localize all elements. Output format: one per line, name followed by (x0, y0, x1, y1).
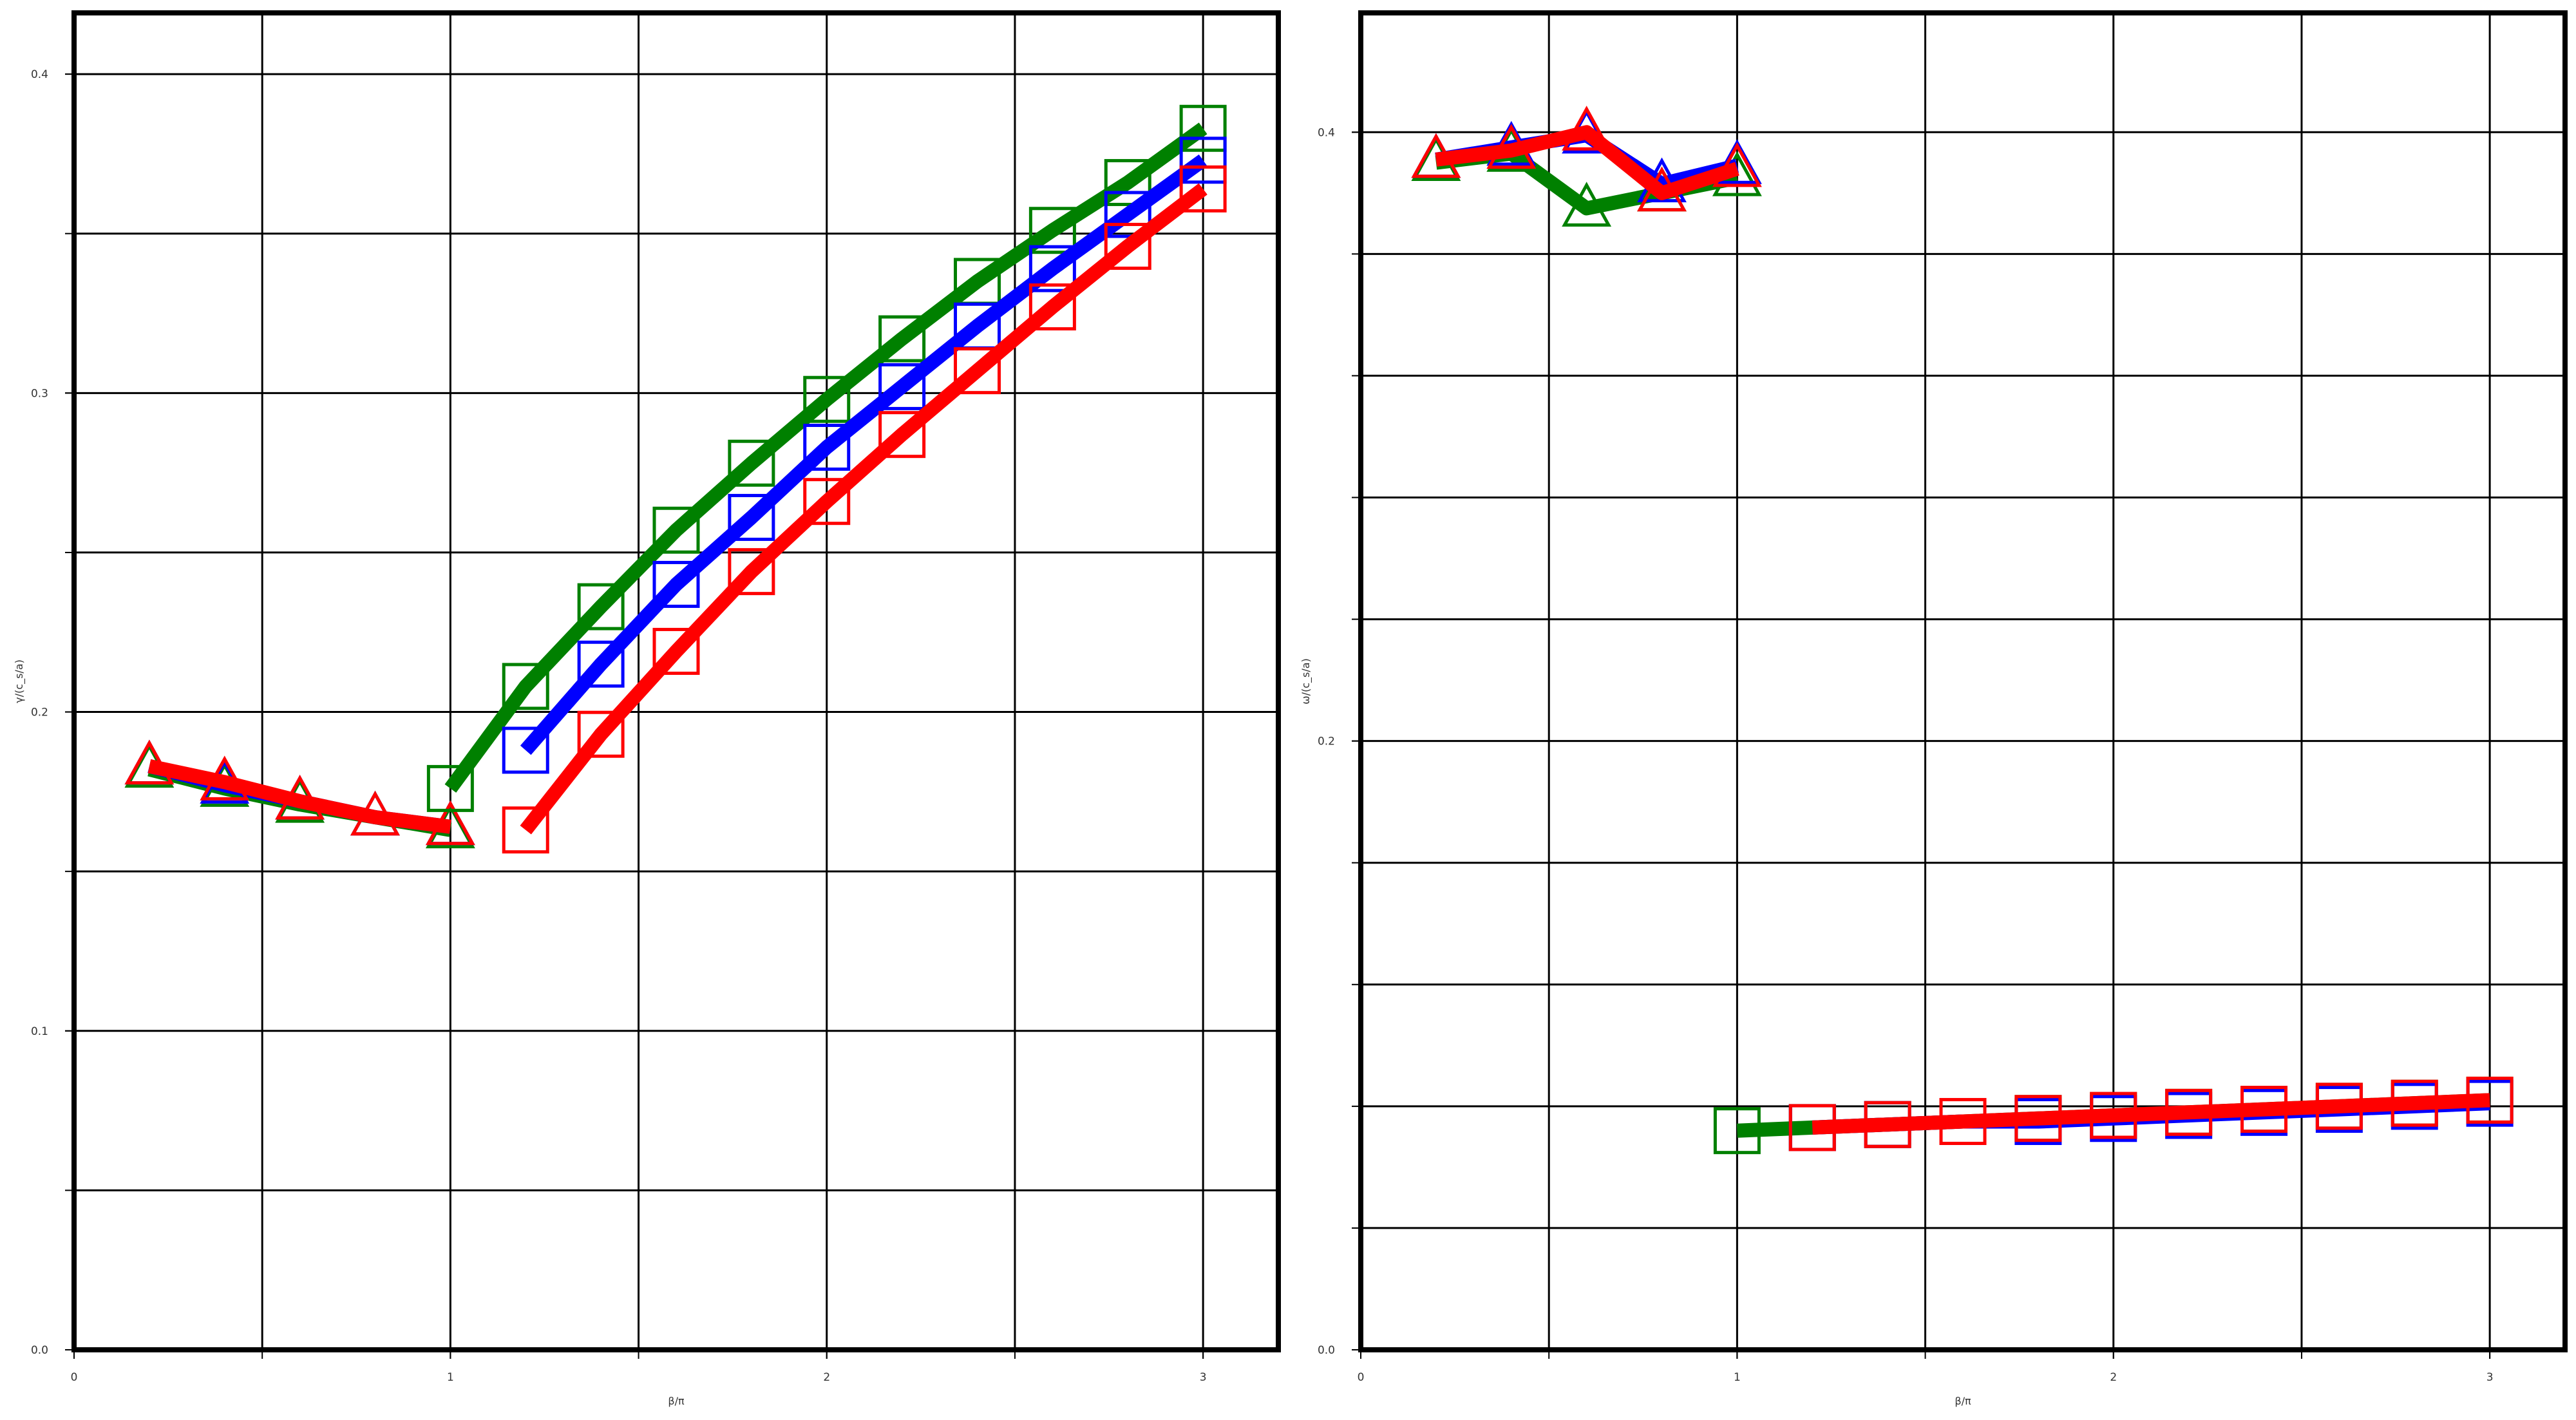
data-point-square (728, 493, 775, 541)
data-point-square (502, 806, 549, 854)
data-point-square (728, 439, 775, 487)
data-point-square (577, 640, 625, 688)
data-point-square (1179, 165, 1227, 213)
data-point-square (803, 478, 851, 525)
data-point-square (502, 726, 549, 774)
x-axis-label: β/π (668, 1395, 685, 1407)
data-point-square (2090, 1092, 2137, 1139)
data-point-square (803, 375, 851, 423)
y-tick-label: 0.0 (1318, 1344, 1335, 1357)
y-tick-label: 0.0 (31, 1344, 48, 1357)
data-point-square (577, 583, 625, 630)
data-point-square (502, 663, 549, 710)
right-axes-frame (1358, 10, 2568, 1352)
data-point-triangle (1712, 142, 1762, 187)
data-point-triangle (1637, 166, 1687, 212)
data-point-square (652, 627, 700, 675)
series-line-red (520, 183, 1208, 835)
data-point-triangle (1562, 182, 1612, 227)
left-ticks (65, 73, 1204, 1359)
data-point-square (1864, 1101, 1911, 1148)
data-point-square (1788, 1104, 1836, 1151)
x-tick-label: 3 (1200, 1371, 1207, 1384)
data-point-square (2240, 1086, 2287, 1133)
data-point-triangle (1562, 106, 1612, 151)
data-point-triangle (200, 755, 250, 800)
data-point-square (2315, 1083, 2363, 1130)
data-point-square (2165, 1088, 2213, 1136)
y-axis-label: γ/(c_s/a) (13, 659, 26, 703)
x-tick-label: 3 (2486, 1371, 2494, 1384)
x-tick-label: 2 (823, 1371, 830, 1384)
data-point-square (878, 363, 926, 410)
left-axes-frame (71, 10, 1281, 1352)
right-ticks (1352, 131, 2491, 1359)
series-line-red (1435, 125, 1739, 200)
data-point-square (1028, 207, 1076, 254)
data-point-square (1713, 1107, 1761, 1155)
data-point-triangle (124, 739, 175, 785)
right-grid (1361, 13, 2565, 1350)
left-plot-panel: 0 1 2 3 0.0 0.1 0.2 0.3 0.4 β/π γ/(c_s/a) (13, 10, 1281, 1407)
data-point-square (652, 506, 700, 554)
data-point-square (1939, 1097, 1987, 1145)
data-point-square (1104, 158, 1151, 206)
y-tick-label: 0.1 (31, 1025, 48, 1038)
series-line-red (147, 759, 451, 834)
series-red-triangle (124, 739, 475, 846)
y-tick-label: 0.2 (31, 706, 48, 719)
data-point-triangle (1411, 133, 1461, 178)
left-grid (74, 13, 1278, 1350)
series-line-green (444, 122, 1208, 793)
right-series (1411, 106, 2514, 1155)
data-point-square (577, 710, 625, 758)
x-tick-label: 1 (447, 1371, 454, 1384)
series-red-square (502, 165, 1227, 854)
data-point-square (426, 764, 474, 812)
x-tick-label: 0 (1358, 1371, 1365, 1384)
series-blue-square (502, 137, 1227, 774)
series-red-square (1788, 1076, 2514, 1151)
data-point-square (1179, 104, 1227, 152)
data-point-square (2391, 1079, 2438, 1127)
data-point-triangle (275, 775, 325, 820)
data-point-triangle (425, 800, 475, 846)
data-point-square (878, 411, 926, 459)
data-point-square (728, 548, 775, 596)
data-point-square (954, 347, 1001, 395)
y-tick-label: 0.4 (31, 68, 48, 81)
data-point-square (2014, 1095, 2062, 1142)
x-tick-label: 0 (71, 1371, 78, 1384)
data-point-square (1179, 137, 1227, 184)
data-point-square (1104, 223, 1151, 270)
data-point-square (1104, 191, 1151, 238)
data-point-square (1028, 245, 1076, 292)
series-red-triangle (1411, 106, 1762, 212)
data-point-square (803, 424, 851, 471)
series-green-square (426, 104, 1227, 812)
data-point-square (2466, 1076, 2514, 1124)
data-point-square (652, 560, 700, 608)
series-line-red (1812, 1093, 2490, 1135)
data-point-square (878, 315, 926, 363)
x-axis-label: β/π (1955, 1395, 1971, 1407)
y-tick-label: 0.2 (1318, 735, 1335, 748)
data-point-triangle (350, 790, 400, 836)
y-tick-label: 0.3 (31, 387, 48, 400)
series-line-blue (520, 154, 1208, 755)
y-axis-label: ω/(c_s/a) (1300, 658, 1312, 705)
x-tick-label: 2 (2110, 1371, 2117, 1384)
y-tick-label: 0.4 (1318, 126, 1335, 139)
left-series (124, 104, 1227, 854)
data-point-square (1028, 283, 1076, 331)
data-point-triangle (1486, 124, 1537, 169)
x-tick-label: 1 (1734, 1371, 1741, 1384)
right-plot-panel: 0 1 2 3 0.0 0.2 0.4 β/π ω/(c_s/a) (1300, 10, 2568, 1407)
